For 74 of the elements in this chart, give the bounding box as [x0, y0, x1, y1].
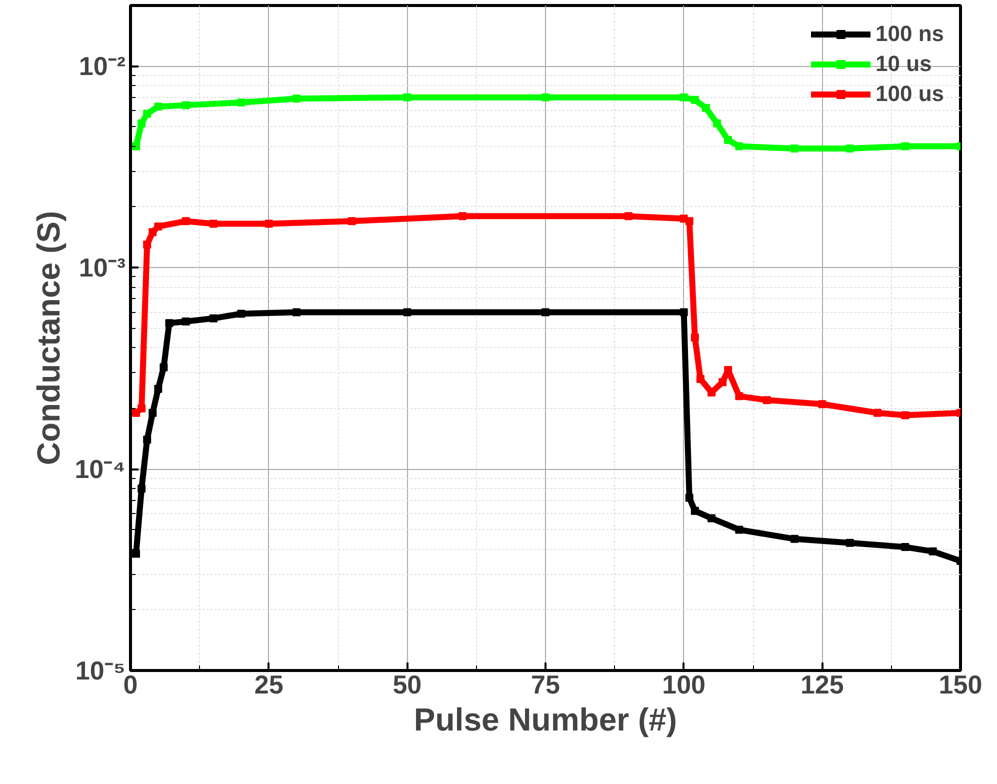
point [182, 217, 190, 226]
point [901, 543, 910, 552]
x-axis-title: Pulse Number (#) [414, 702, 678, 738]
point [182, 101, 190, 110]
point [624, 212, 632, 220]
point [724, 136, 732, 144]
point [143, 436, 152, 444]
point [237, 98, 246, 106]
legend-label: 10 us [876, 51, 932, 77]
point [713, 119, 722, 128]
y-tick-label: 10⁻² [78, 51, 126, 82]
legend-label: 100 ns [876, 21, 944, 47]
point [690, 506, 699, 515]
point [685, 494, 694, 502]
point [165, 319, 174, 328]
point [210, 314, 218, 322]
point [901, 411, 910, 420]
x-tick-label: 125 [800, 670, 844, 700]
y-axis-title: Conductance (S) [30, 210, 67, 466]
point [690, 96, 699, 104]
y-tick-label: 10⁻⁴ [74, 454, 126, 484]
legend-label: 100 us [876, 81, 944, 107]
point [708, 514, 716, 522]
point [160, 363, 168, 372]
point [790, 144, 798, 153]
point [148, 228, 157, 236]
point [292, 308, 300, 316]
point [680, 308, 688, 316]
point [702, 104, 710, 112]
x-tick-label: 75 [531, 670, 560, 700]
point [696, 374, 704, 383]
point [790, 534, 798, 543]
point [542, 308, 550, 316]
point [403, 93, 412, 102]
x-tick-label: 100 [662, 670, 706, 700]
x-tick-label: 25 [254, 670, 284, 700]
point [690, 333, 699, 342]
y-tick-label: 10⁻³ [78, 252, 126, 283]
x-tick-label: 150 [938, 670, 982, 700]
x-tick-label: 0 [123, 670, 138, 700]
point [210, 220, 218, 228]
point [818, 400, 826, 408]
point [132, 142, 140, 150]
point [685, 217, 694, 226]
point [148, 408, 157, 417]
point [458, 212, 466, 220]
point [901, 142, 910, 150]
point [762, 396, 771, 404]
point [154, 102, 162, 111]
point [143, 240, 152, 249]
point [154, 222, 162, 230]
point [680, 93, 688, 102]
point [138, 404, 146, 412]
point [237, 310, 246, 318]
point [846, 538, 854, 547]
point [846, 144, 854, 153]
point [403, 308, 412, 316]
point [182, 318, 190, 326]
point [735, 142, 744, 150]
point [292, 94, 300, 103]
point [154, 384, 162, 393]
point [928, 547, 937, 556]
point [542, 93, 550, 102]
point [138, 484, 146, 493]
point [138, 119, 146, 128]
point [264, 220, 273, 228]
point [874, 408, 882, 417]
point [735, 526, 744, 534]
point [718, 378, 727, 386]
point [348, 217, 356, 226]
point [132, 550, 140, 558]
point [143, 110, 152, 118]
x-tick-label: 50 [392, 670, 422, 700]
point [735, 392, 744, 400]
